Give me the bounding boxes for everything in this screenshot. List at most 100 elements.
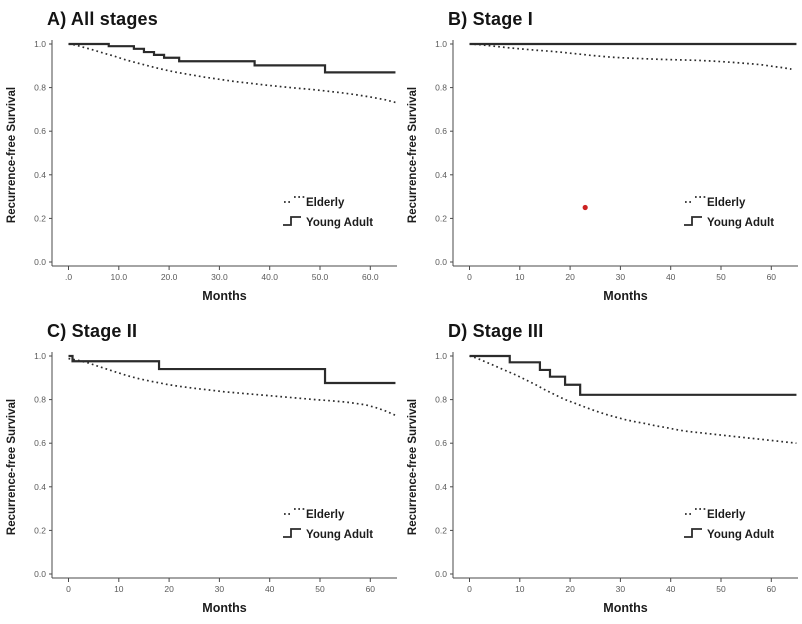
elderly-legend-marker: [284, 508, 305, 515]
x-tick-label: 0: [467, 584, 472, 594]
young-adult-curve: [68, 354, 396, 385]
y-tick-label: 0.2: [34, 213, 46, 223]
young-adult-legend-marker: [684, 216, 702, 226]
x-tick-label: 10: [515, 272, 525, 282]
panel-title-stage-2: C) Stage II: [47, 321, 138, 341]
red-marker-dot: [582, 204, 588, 211]
x-tick-label: 10.0: [111, 272, 128, 282]
legend: Elderly Young Adult: [283, 196, 373, 229]
panel-all-stages: A) All stages 0.0 0.2 0.4 0.6 0.8 1.0 .0 10.0 20…: [0, 0, 401, 312]
y-tick-label: 0.8: [34, 83, 46, 93]
young-adult-legend-marker: [684, 528, 702, 538]
young-adult-legend-label: Young Adult: [306, 529, 373, 541]
x-tick-label: 30: [215, 584, 225, 594]
x-tick-label: 40: [666, 584, 676, 594]
y-tick-label: 0.8: [435, 395, 447, 405]
km-chart-stage-2: 0.0 0.2 0.4 0.6 0.8 1.0 0 10 20 30 40 50 60 Months Rec…: [6, 351, 397, 615]
legend: Elderly Young Adult: [684, 196, 774, 229]
young-adult-legend-marker: [283, 216, 301, 226]
x-tick-label: 60.0: [362, 272, 379, 282]
y-tick-label: 1.0: [435, 39, 447, 49]
elderly-legend-marker: [685, 508, 706, 515]
y-tick-label: 0.0: [34, 569, 46, 579]
x-tick-label: 60: [767, 584, 777, 594]
y-tick-label: 0.6: [34, 438, 46, 448]
y-tick-label: 0.6: [435, 126, 447, 136]
young-adult-legend-label: Young Adult: [707, 529, 774, 541]
x-axis-title: Months: [202, 289, 246, 303]
young-adult-curve: [469, 354, 797, 396]
x-tick-label: 50: [315, 584, 325, 594]
y-axis-title: Recurrence-free Survival: [6, 399, 18, 535]
x-tick-label: 10: [114, 584, 124, 594]
km-chart-stage-3: 0.0 0.2 0.4 0.6 0.8 1.0 0 10 20 30 40 50 60 Months Rec…: [407, 351, 798, 615]
y-tick-label: 1.0: [435, 351, 447, 361]
y-tick-label: 1.0: [34, 351, 46, 361]
elderly-legend-marker: [685, 196, 706, 203]
y-tick-label: 0.4: [435, 482, 447, 492]
elderly-legend-label: Elderly: [707, 509, 746, 521]
y-tick-label: 0.6: [34, 126, 46, 136]
y-tick-label: 0.0: [34, 257, 46, 267]
y-tick-label: 0.8: [435, 83, 447, 93]
panel-title-all-stages: A) All stages: [47, 9, 158, 29]
y-axis-title: Recurrence-free Survival: [6, 87, 18, 223]
x-tick-label: 50.0: [312, 272, 329, 282]
x-axis-title: Months: [603, 601, 647, 615]
young-adult-legend-label: Young Adult: [707, 217, 774, 229]
x-tick-label: 40: [666, 272, 676, 282]
x-tick-label: 0: [66, 584, 71, 594]
y-tick-label: 0.4: [34, 482, 46, 492]
y-tick-label: 0.6: [435, 438, 447, 448]
y-tick-label: 0.0: [435, 569, 447, 579]
km-chart-stage-1: 0.0 0.2 0.4 0.6 0.8 1.0 0 10 20 30 40 50 60 Months Rec…: [407, 39, 798, 303]
y-tick-label: 0.8: [34, 395, 46, 405]
panel-title-stage-1: B) Stage I: [448, 9, 534, 29]
panel-stage-3: D) Stage III 0.0 0.2 0.4 0.6 0.8 1.0 0 10 20 30 40…: [401, 312, 802, 624]
y-tick-label: 0.4: [34, 170, 46, 180]
young-adult-legend-label: Young Adult: [306, 217, 373, 229]
y-axis-title: Recurrence-free Survival: [407, 87, 419, 223]
panel-title-stage-3: D) Stage III: [448, 321, 544, 341]
y-tick-label: 0.2: [34, 525, 46, 535]
y-tick-label: 0.2: [435, 525, 447, 535]
x-tick-label: 20.0: [161, 272, 178, 282]
x-tick-label: 10: [515, 584, 525, 594]
elderly-curve: [68, 43, 396, 104]
x-tick-label: 60: [767, 272, 777, 282]
young-adult-curve: [68, 42, 396, 74]
elderly-curve: [68, 357, 396, 417]
x-tick-label: 30: [616, 272, 626, 282]
x-tick-label: 60: [366, 584, 376, 594]
elderly-curve: [469, 43, 792, 70]
y-axis-title: Recurrence-free Survival: [407, 399, 419, 535]
young-adult-legend-marker: [283, 528, 301, 538]
panel-stage-1: B) Stage I 0.0 0.2 0.4 0.6 0.8 1.0 0 10 20 30 40 50…: [401, 0, 802, 312]
x-tick-label: 20: [164, 584, 174, 594]
y-tick-label: 0.0: [435, 257, 447, 267]
y-tick-label: 0.2: [435, 213, 447, 223]
km-chart-all-stages: 0.0 0.2 0.4 0.6 0.8 1.0 .0 10.0 20.0 30.0 40.0 50.0…: [6, 39, 397, 303]
y-tick-label: 0.4: [435, 170, 447, 180]
elderly-curve: [469, 355, 797, 445]
legend: Elderly Young Adult: [283, 508, 373, 541]
elderly-legend-marker: [284, 196, 305, 203]
x-axis-title: Months: [603, 289, 647, 303]
legend: Elderly Young Adult: [684, 508, 774, 541]
y-tick-label: 1.0: [34, 39, 46, 49]
x-tick-label: 50: [716, 584, 726, 594]
elderly-legend-label: Elderly: [306, 509, 345, 521]
x-axis-title: Months: [202, 601, 246, 615]
x-tick-label: 0: [467, 272, 472, 282]
x-tick-label: 30.0: [211, 272, 228, 282]
x-tick-label: 20: [565, 272, 575, 282]
x-tick-label: 40.0: [261, 272, 278, 282]
elderly-legend-label: Elderly: [707, 197, 746, 209]
x-tick-label: 30: [616, 584, 626, 594]
x-tick-label: 20: [565, 584, 575, 594]
x-tick-label: 40: [265, 584, 275, 594]
elderly-legend-label: Elderly: [306, 197, 345, 209]
x-tick-label: 50: [716, 272, 726, 282]
panel-stage-2: C) Stage II 0.0 0.2 0.4 0.6 0.8 1.0 0 10 20 30 40 5…: [0, 312, 401, 624]
